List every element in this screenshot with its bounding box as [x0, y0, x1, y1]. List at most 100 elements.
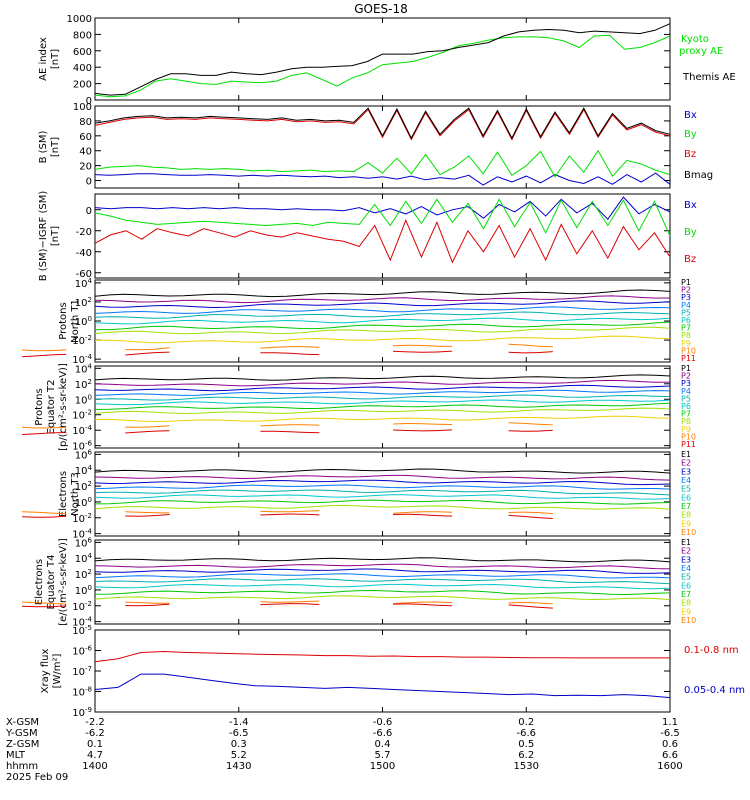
y-tick-label: 10-6: [72, 645, 92, 658]
series-line: [94, 295, 671, 304]
series-line: [94, 650, 670, 663]
x-row-label: hhmm: [6, 761, 38, 772]
legend-entry: P4: [681, 301, 691, 310]
y-axis-label: North T1: [70, 299, 81, 343]
series-line: [94, 474, 671, 481]
series-line: [94, 374, 671, 381]
legend-entry: P2: [681, 372, 691, 381]
series-line: [22, 511, 67, 515]
series-line: [94, 326, 671, 335]
series-line: [125, 430, 170, 434]
series-line: [94, 107, 671, 140]
y-axis-label: Xray flux: [40, 649, 51, 694]
series-line: [94, 317, 671, 325]
panel-bigrf: 0 -20 -40 -60 B (SM)−IGRF (SM) [nT] Bx By Bz: [38, 191, 697, 282]
legend-entry: E2: [681, 459, 691, 468]
y-axis-label: North T3: [70, 472, 81, 516]
y-tick-label: 10-2: [72, 409, 92, 422]
legend-entry: By: [684, 129, 697, 140]
y-tick-label: 10-4: [72, 528, 92, 541]
panel-frame: [94, 193, 671, 279]
y-tick-label: 102: [75, 480, 92, 493]
panel-frame: [94, 629, 671, 713]
y-tick-label: 40: [79, 147, 92, 158]
y-tick-label: 10-9: [72, 706, 92, 719]
y-tick-label: 104: [75, 464, 93, 477]
legend-entry: P4: [681, 387, 691, 396]
legend-entry: P9: [681, 339, 691, 348]
series-line: [260, 603, 320, 606]
x-row-value: -6.6: [373, 728, 393, 739]
series-line: [260, 424, 320, 427]
x-row-value: 0.6: [662, 739, 678, 750]
series-line: [94, 573, 671, 579]
legend-themis-ae: Themis AE: [682, 72, 736, 83]
series-line: [508, 422, 553, 426]
series-line: [393, 350, 453, 353]
legend-entry: P11: [681, 440, 696, 449]
y-axis-label: Equator T4: [46, 555, 57, 610]
series-line: [94, 218, 671, 264]
y-tick-label: 200: [73, 80, 92, 91]
series-line: [94, 595, 671, 601]
legend-entry: E10: [681, 528, 696, 537]
x-row-value: 1500: [370, 761, 395, 772]
y-tick-label: 10-8: [72, 686, 92, 699]
y-tick-label: -40: [76, 248, 92, 259]
series-line: [94, 563, 671, 570]
series-line: [393, 344, 453, 347]
y-tick-label: 10-7: [72, 665, 92, 678]
legend-entry: E4: [681, 476, 691, 485]
series-line: [125, 425, 170, 428]
series-line: [94, 149, 671, 178]
series-line: [260, 346, 320, 349]
legend-entry: E6: [681, 581, 691, 590]
legend-entry: P9: [681, 425, 691, 434]
x-row-value: -0.6: [373, 717, 393, 728]
panel-protN: 104 102 100 10-2 10-4 Protons North T1 P1P2P3P4…: [22, 277, 696, 366]
series-line: [94, 557, 671, 563]
x-row-value: -1.4: [229, 717, 249, 728]
series-line: [94, 673, 671, 699]
y-tick-label: 1000: [67, 14, 92, 25]
series-line: [508, 601, 553, 605]
series-line: [260, 352, 320, 356]
y-tick-label: 100: [73, 102, 92, 113]
y-tick-label: 0: [86, 206, 92, 217]
legend-entry: P5: [681, 308, 691, 317]
y-axis-label: [nT]: [50, 226, 61, 246]
y-tick-label: 104: [75, 277, 93, 290]
y-axis-label: Equator T2: [46, 380, 57, 435]
x-row-value: -6.2: [85, 728, 105, 739]
x-row-value: 1430: [226, 761, 251, 772]
series-line: [94, 23, 671, 96]
y-tick-label: 100: [75, 393, 92, 406]
legend-entry: E9: [681, 519, 691, 528]
y-axis-label: [e/(cm²-s-sr-keV)]: [58, 538, 69, 626]
legend-entry: E6: [681, 493, 691, 502]
y-tick-label: 10-4: [72, 616, 92, 629]
legend-entry: E8: [681, 511, 691, 520]
legend-entry: E10: [681, 616, 696, 625]
legend-entry: P1: [681, 364, 691, 373]
y-tick-label: 102: [75, 378, 92, 391]
x-row-value: 0.3: [231, 739, 247, 750]
y-tick-label: -20: [76, 227, 92, 238]
panel-bsm: 100 80 60 40 20 0 B (SM) [nT] Bx By Bz Bmag: [38, 102, 713, 189]
series-line: [95, 321, 671, 331]
y-tick-label: 10-4: [72, 424, 92, 437]
y-axis-label: [W/m²]: [52, 653, 63, 688]
series-line: [393, 429, 453, 432]
series-line: [393, 422, 453, 425]
y-tick-label: 80: [79, 117, 92, 128]
series-line: [260, 510, 320, 513]
y-tick-label: 10-4: [72, 353, 92, 366]
x-row-value: -6.6: [516, 728, 536, 739]
x-axis-block: X-GSM -2.2 -1.4 -0.6 0.2 1.1 Y-GSM -6.2 -6.5 -6.6…: [5, 717, 683, 783]
y-tick-label: 10-5: [72, 624, 92, 637]
y-axis-label: [p/(cm²-s-sr-keV)]: [58, 363, 69, 451]
series-line: [393, 603, 453, 607]
series-line: [94, 589, 671, 596]
legend-entry: E1: [681, 450, 691, 459]
